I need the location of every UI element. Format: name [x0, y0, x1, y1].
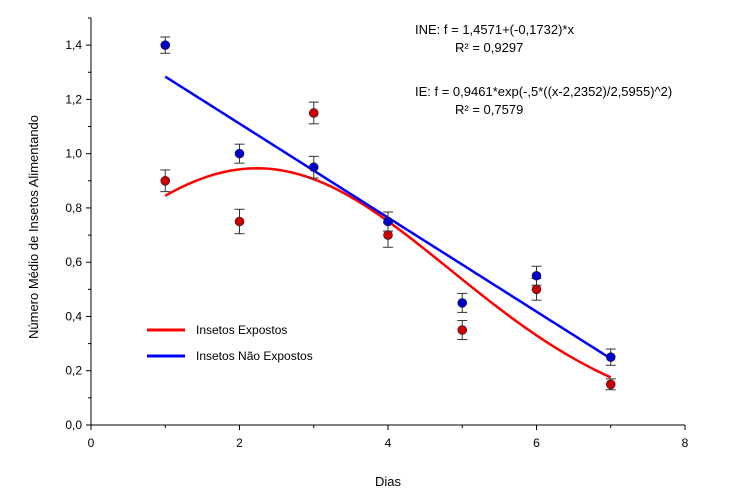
legend-label: Insetos Não Expostos [196, 349, 313, 363]
data-point-nao-expostos [234, 148, 245, 159]
y-tick-label: 1,2 [65, 92, 82, 106]
data-points [160, 36, 616, 391]
y-tick-label: 0,8 [65, 201, 82, 215]
x-tick-label: 8 [682, 436, 689, 450]
r-squared-label: R² = 0,9297 [455, 40, 523, 55]
legend: Insetos Expostos Insetos Não Expostos [147, 323, 313, 363]
y-tick-label: 1,4 [65, 38, 82, 52]
y-axis-title: Número Médio de Insetos Alimentando [26, 115, 41, 339]
y-tick-label: 0,2 [65, 364, 82, 378]
y-tick-label: 0,6 [65, 255, 82, 269]
y-tick-label: 0,0 [65, 418, 82, 432]
y-tick-label: 0,4 [65, 309, 82, 323]
equation-label: INE: f = 1,4571+(-0,1732)*x [415, 22, 574, 37]
r-squared-label: R² = 0,7579 [455, 102, 523, 117]
data-point-expostos [605, 379, 616, 390]
data-point-expostos [234, 216, 245, 227]
data-point-nao-expostos [383, 216, 393, 227]
data-point-expostos [383, 230, 393, 240]
fit-curve-expostos [164, 167, 612, 379]
data-point-expostos [308, 108, 319, 118]
annotations: INE: f = 1,4571+(-0,1732)*x R² = 0,9297 IE… [415, 22, 672, 117]
x-tick-label: 0 [88, 436, 95, 450]
data-point-nao-expostos [457, 298, 468, 308]
data-point-nao-expostos [605, 352, 616, 362]
x-tick-label: 2 [236, 436, 243, 450]
data-point-expostos [531, 284, 542, 295]
legend-label: Insetos Expostos [196, 323, 287, 337]
equation-label: IE: f = 0,9461*exp(-,5*((x-2,2352)/2,595… [415, 84, 672, 99]
data-point-nao-expostos [531, 270, 542, 281]
data-point-expostos [160, 176, 171, 186]
x-tick-label: 4 [385, 436, 392, 450]
data-point-nao-expostos [308, 162, 319, 173]
data-point-expostos [457, 325, 468, 335]
y-tick-label: 1,0 [65, 147, 82, 161]
x-tick-label: 6 [533, 436, 540, 450]
data-point-nao-expostos [160, 40, 171, 50]
x-axis-title: Dias [375, 474, 402, 489]
axes: 0 2 4 6 8 0,0 0,2 0,4 0,6 0,8 1,0 1,2 1,4 [65, 17, 689, 450]
